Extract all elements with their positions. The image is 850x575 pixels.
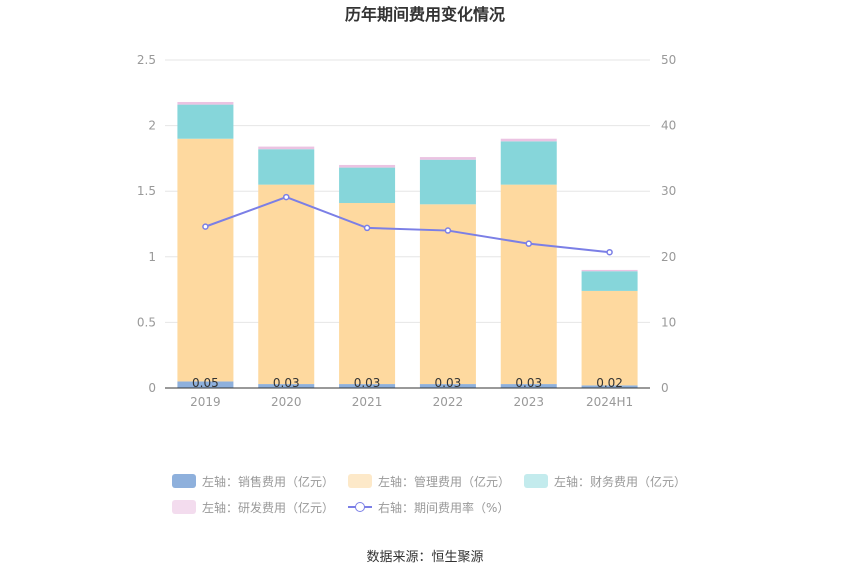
legend-swatch [524, 474, 549, 488]
bar-segment [258, 384, 315, 388]
bar-segment [500, 184, 557, 385]
bar-segment [419, 384, 476, 388]
sales-value-label: 0.05 [192, 376, 219, 390]
rate-point [606, 248, 613, 256]
rate-line [205, 196, 610, 254]
y-left-tick-label: 1 [148, 250, 156, 264]
bar-segment [500, 138, 557, 142]
bar-segment [177, 104, 234, 139]
legend-swatch [172, 500, 196, 514]
bar-segment [339, 384, 396, 388]
x-tick-label: 2021 [352, 395, 383, 409]
sales-value-label: 0.03 [273, 376, 300, 390]
legend-label: 左轴：销售费用（亿元） [202, 474, 335, 489]
y-right-tick-label: 10 [661, 315, 676, 329]
legend: 左轴：销售费用（亿元） 左轴：管理费用（亿元） 左轴：财务费用（亿元） 左轴：研发费用… [172, 472, 692, 516]
rate-point [525, 240, 532, 247]
y-right-tick-label: 50 [661, 53, 676, 67]
rate-line-group [202, 193, 613, 256]
legend-item[interactable]: 右轴：期间费用率（%） [348, 498, 509, 516]
bar-segment [339, 167, 396, 204]
bar-segment [581, 271, 638, 291]
bar-segment [500, 384, 557, 388]
x-tick-label: 2019 [190, 395, 221, 409]
x-tick-label: 2023 [513, 395, 544, 409]
y-left-tick-label: 2.5 [137, 53, 156, 67]
rate-point [363, 224, 371, 232]
legend-item[interactable]: 左轴：财务费用（亿元） [524, 472, 686, 490]
legend-item[interactable]: 左轴：销售费用（亿元） [172, 472, 334, 490]
legend-label: 左轴：研发费用（亿元） [202, 500, 335, 515]
legend-line-marker [348, 500, 373, 514]
data-source: 数据来源：恒生聚源 [366, 550, 484, 565]
x-tick-label: 2020 [271, 395, 302, 409]
legend-item[interactable]: 左轴：管理费用（亿元） [348, 472, 510, 490]
sales-value-label: 0.02 [596, 376, 623, 390]
rate-point [444, 227, 452, 234]
bar-segment [339, 203, 396, 385]
bar-segment [581, 385, 638, 388]
sales-value-label: 0.03 [515, 376, 542, 390]
bar-stack-group [177, 101, 638, 388]
legend-label: 左轴：管理费用（亿元） [378, 474, 511, 489]
y-left-tick-label: 2 [148, 119, 156, 133]
bar-segment [419, 159, 476, 205]
x-tick-label: 2022 [433, 395, 464, 409]
bar-segment [500, 141, 557, 185]
y-left-tick-label: 1.5 [137, 184, 156, 198]
chart-title: 历年期间费用变化情况 [345, 5, 505, 24]
bar-segment [419, 157, 476, 160]
bar-segment [581, 290, 638, 386]
y-right-tick-label: 20 [661, 250, 676, 264]
bar-segment [258, 149, 315, 185]
y-right-tick-label: 30 [661, 184, 676, 198]
legend-label: 左轴：财务费用（亿元） [554, 474, 687, 489]
y-right-tick-label: 0 [661, 381, 669, 395]
bar-segment [177, 381, 234, 388]
rate-point [202, 223, 209, 230]
bar-segment [177, 138, 234, 382]
rate-point [283, 193, 290, 201]
bar-segment [339, 164, 396, 168]
x-tick-label: 2024H1 [586, 395, 633, 409]
data-label-group: 0.05 0.03 0.03 0.03 0.03 0.02 [192, 376, 623, 390]
legend-swatch [348, 474, 373, 488]
grid-lines [165, 59, 650, 323]
axis-group: 0 0 0.5 10 1 20 1.5 30 2 40 2.5 50 2019 2020 2021 2022 2… [137, 53, 676, 409]
legend-swatch [172, 474, 196, 488]
bar-segment [177, 101, 234, 105]
bar-segment [581, 269, 638, 272]
y-left-tick-label: 0.5 [137, 315, 156, 329]
legend-item[interactable]: 左轴：研发费用（亿元） [172, 498, 334, 516]
y-right-tick-label: 40 [661, 119, 676, 133]
sales-value-label: 0.03 [354, 376, 381, 390]
bar-segment [258, 184, 315, 385]
y-left-tick-label: 0 [148, 381, 156, 395]
legend-label: 右轴：期间费用率（%） [378, 500, 510, 515]
sales-value-label: 0.03 [435, 376, 462, 390]
bar-segment [258, 146, 315, 150]
chart: 历年期间费用变化情况 0.05 0.03 0.03 0.03 0.03 0.02 0 0 0.… [137, 5, 676, 409]
